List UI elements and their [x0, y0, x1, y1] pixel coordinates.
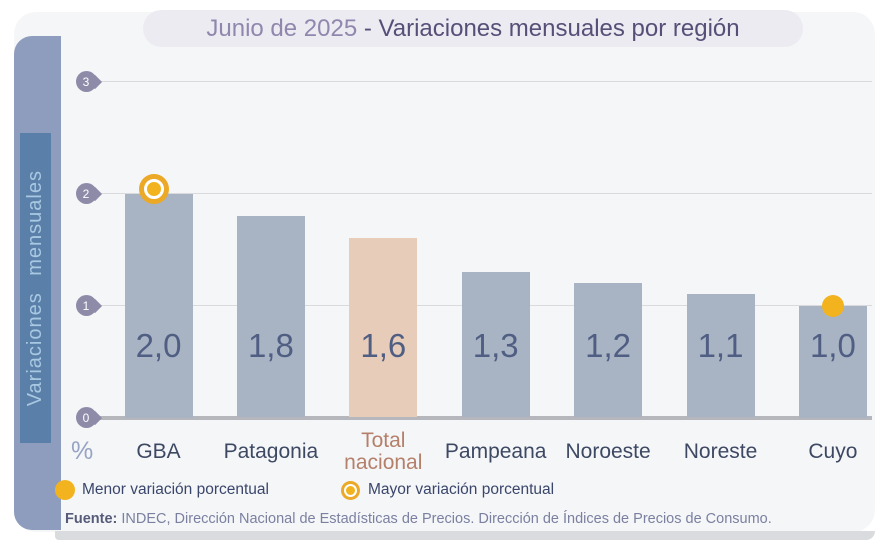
legend-ringed-circle-icon: [344, 483, 357, 497]
source-note-text: INDEC, Dirección Nacional de Estadística…: [117, 511, 772, 527]
x-axis-label: Cuyo: [808, 440, 858, 463]
gridline: [97, 193, 872, 194]
legend-solid-circle-icon: [55, 480, 75, 500]
legend-item: Mayor variación porcentual: [340, 479, 554, 501]
bar: [686, 294, 755, 418]
chart-title-date: Junio de 2025: [206, 14, 364, 42]
bar-value-label: 1,0: [809, 327, 856, 364]
y-tick-marker: 2: [75, 183, 97, 204]
y-tick-marker: 0: [75, 407, 97, 428]
source-note-label: Fuente:: [65, 511, 118, 527]
max-value-marker-icon: [143, 178, 164, 199]
min-value-marker-icon: [821, 294, 844, 317]
bar-value-label: 1,6: [360, 327, 407, 364]
bar: [124, 193, 193, 418]
bar-value-label: 1,3: [472, 327, 519, 364]
x-axis-baseline: [97, 415, 872, 420]
chart-title-main: - Variaciones mensuales por región: [363, 14, 740, 42]
bar: [236, 215, 305, 418]
bar-value-label: 2,0: [135, 327, 182, 364]
y-axis-unit-label: %: [71, 437, 94, 465]
x-axis-label: Noroeste: [565, 440, 651, 463]
bar: [349, 238, 418, 418]
x-axis-label: GBA: [136, 440, 181, 463]
y-tick-marker: 1: [75, 295, 97, 316]
card-bottom-edge: [55, 531, 875, 540]
y-axis-title-box: Variaciones mensuales: [20, 133, 51, 443]
legend-item-label: Menor variación porcentual: [82, 481, 269, 498]
gridline: [97, 81, 872, 82]
bar-value-label: 1,8: [247, 327, 294, 364]
y-axis-title-bar: Variaciones mensuales: [14, 36, 61, 530]
legend-item-label: Mayor variación porcentual: [368, 481, 555, 498]
chart-title: Junio de 2025 - Variaciones mensuales po…: [143, 10, 803, 47]
x-axis-label: Pampeana: [444, 440, 547, 463]
x-axis-label: Patagonia: [223, 440, 319, 463]
y-axis-title: Variaciones mensuales: [24, 169, 46, 407]
bar-value-label: 1,2: [585, 327, 632, 364]
x-axis-label: Noreste: [683, 440, 758, 463]
x-axis-label: Total nacional: [344, 429, 423, 474]
bar: [574, 283, 643, 418]
source-note: Fuente: INDEC, Dirección Nacional de Est…: [65, 511, 772, 527]
bar: [461, 271, 530, 418]
bar-value-label: 1,1: [697, 327, 744, 364]
legend-item: Menor variación porcentual: [55, 479, 269, 501]
bar: [798, 305, 867, 418]
y-tick-marker: 3: [75, 71, 97, 92]
